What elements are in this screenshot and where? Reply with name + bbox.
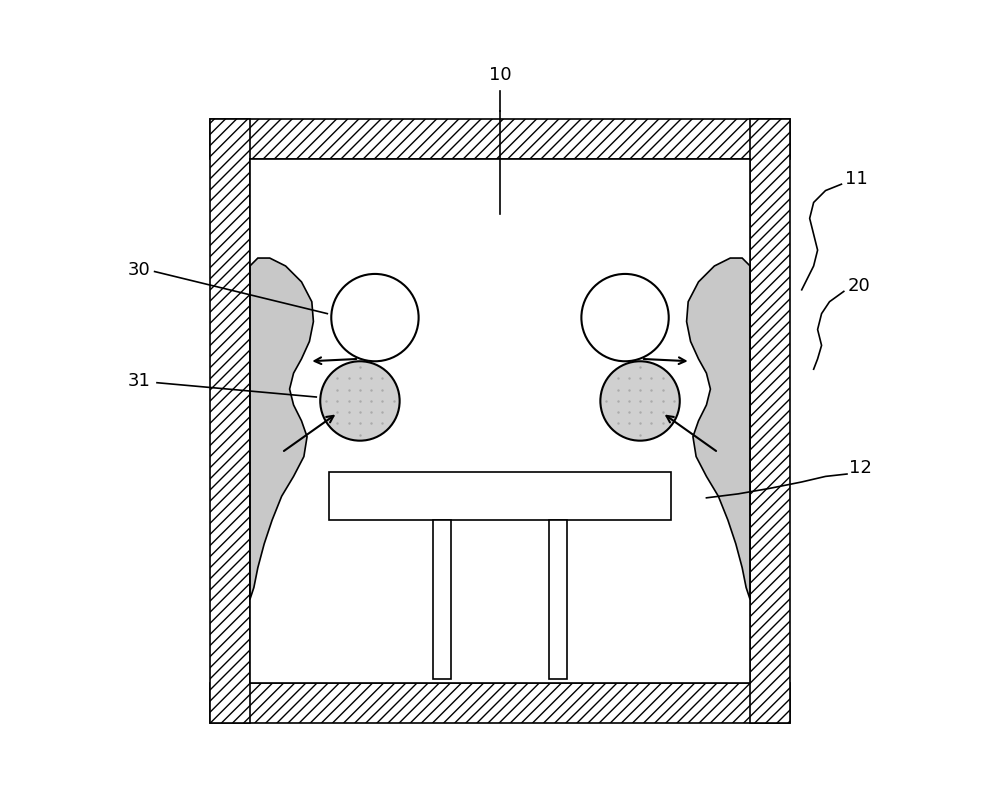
Ellipse shape <box>320 361 400 441</box>
Text: 31: 31 <box>127 372 150 390</box>
Ellipse shape <box>600 361 680 441</box>
Bar <box>329 472 671 520</box>
Bar <box>210 119 250 723</box>
Bar <box>549 520 567 679</box>
Text: 12: 12 <box>849 460 872 477</box>
Polygon shape <box>687 258 750 599</box>
Bar <box>250 159 750 683</box>
Bar <box>433 520 451 679</box>
Text: 20: 20 <box>848 277 871 295</box>
Text: 10: 10 <box>489 67 511 84</box>
Polygon shape <box>250 258 313 599</box>
Ellipse shape <box>581 274 669 361</box>
Text: 11: 11 <box>845 170 868 187</box>
Text: 30: 30 <box>127 261 150 279</box>
Bar <box>210 119 790 159</box>
Bar <box>750 119 790 723</box>
Ellipse shape <box>331 274 419 361</box>
Bar <box>210 683 790 723</box>
